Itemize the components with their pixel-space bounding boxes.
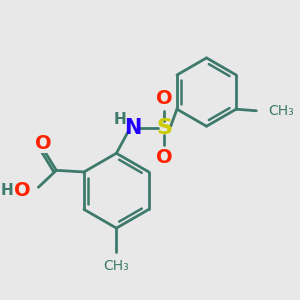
Text: O: O — [156, 89, 172, 108]
Text: CH₃: CH₃ — [269, 104, 294, 118]
Text: H: H — [113, 112, 126, 127]
Text: O: O — [156, 148, 172, 167]
Text: O: O — [35, 134, 52, 152]
Text: O: O — [14, 181, 31, 200]
Text: S: S — [156, 118, 172, 138]
Text: CH₃: CH₃ — [103, 259, 129, 273]
Text: N: N — [124, 118, 142, 138]
Text: H: H — [1, 183, 14, 198]
